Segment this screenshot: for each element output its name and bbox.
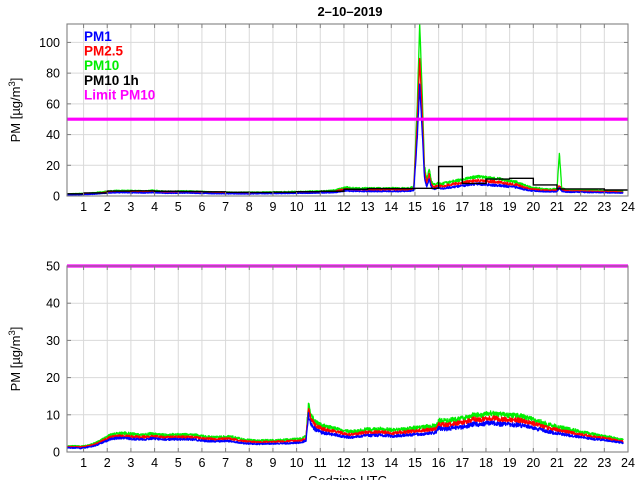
upper-chart-y-axis-title: PM [µg/m3] — [7, 78, 23, 143]
x-tick-label: 8 — [246, 456, 253, 470]
y-tick-label: 0 — [53, 446, 60, 460]
series-line-pm25 — [67, 407, 624, 449]
chart-title: 2–10–2019 — [317, 4, 382, 19]
series-line-pm10 — [67, 402, 624, 448]
x-tick-label: 4 — [151, 200, 158, 214]
series-line-pm1 — [67, 83, 624, 196]
x-tick-label: 23 — [597, 200, 611, 214]
x-tick-label: 23 — [597, 456, 611, 470]
x-tick-label: 5 — [175, 200, 182, 214]
upper-chart: 2–10–2019 1 2 3 4 5 6 7 8 9 10 11 12 13 14 15 16 17 18 19 2… — [7, 4, 635, 214]
legend-entry-pm1: PM1 — [84, 29, 112, 44]
legend-entry-limit-pm10: Limit PM10 — [84, 87, 155, 102]
x-tick-label: 10 — [290, 200, 304, 214]
y-axis-title: PM [µg/m3] — [7, 327, 23, 392]
series-line-pm1 — [67, 412, 624, 450]
y-tick-label: 30 — [46, 334, 60, 348]
lower-chart-tick-labels: 1 2 3 4 5 6 7 8 9 10 11 12 13 14 15 16 17 18 19 20 21 22 23 240… — [46, 260, 635, 471]
x-tick-label: 9 — [269, 456, 276, 470]
y-tick-label: 0 — [53, 190, 60, 204]
x-tick-label: 18 — [479, 456, 493, 470]
x-tick-label: 16 — [432, 200, 446, 214]
y-tick-label: 40 — [46, 297, 60, 311]
x-tick-label: 22 — [574, 200, 588, 214]
x-tick-label: 13 — [361, 456, 375, 470]
x-tick-label: 3 — [127, 456, 134, 470]
upper-chart-data-lines — [67, 24, 628, 196]
x-tick-label: 2 — [104, 456, 111, 470]
x-tick-label: 10 — [290, 456, 304, 470]
legend-entry-pm10-1h: PM10 1h — [84, 73, 139, 88]
lower-chart: 1 2 3 4 5 6 7 8 9 10 11 12 13 14 15 16 17 18 19 20 21 22 23 240… — [7, 260, 635, 480]
upper-chart-tick-labels: 1 2 3 4 5 6 7 8 9 10 11 12 13 14 15 16 17 18 19 20 21 22 23 240… — [39, 36, 635, 214]
x-tick-label: 13 — [361, 200, 375, 214]
upper-chart-frame — [66, 23, 629, 197]
x-tick-label: 6 — [198, 456, 205, 470]
x-tick-label: 21 — [550, 456, 564, 470]
x-tick-label: 11 — [314, 456, 327, 470]
y-tick-label: 50 — [46, 260, 60, 274]
x-tick-label: 1 — [80, 200, 87, 214]
x-tick-label: 14 — [384, 200, 398, 214]
x-tick-label: 14 — [384, 456, 398, 470]
x-tick-label: 7 — [222, 456, 229, 470]
upper-chart-gridlines — [67, 24, 628, 196]
series-step-pm10-1h — [67, 165, 628, 195]
x-tick-label: 9 — [269, 200, 276, 214]
lower-chart-frame — [66, 265, 629, 453]
x-tick-label: 20 — [526, 456, 540, 470]
x-tick-label: 16 — [432, 456, 446, 470]
lower-chart-y-axis-title: PM [µg/m3] — [7, 327, 23, 392]
x-tick-label: 5 — [175, 456, 182, 470]
x-tick-label: 20 — [526, 200, 540, 214]
x-tick-label: 17 — [455, 456, 469, 470]
y-tick-label: 100 — [39, 36, 60, 50]
x-tick-label: 17 — [455, 200, 469, 214]
x-tick-label: 8 — [246, 200, 253, 214]
y-tick-label: 20 — [46, 159, 60, 173]
x-tick-label: 7 — [222, 200, 229, 214]
x-tick-label: 24 — [621, 456, 635, 470]
x-tick-label: 6 — [198, 200, 205, 214]
legend-entry-pm10: PM10 — [84, 58, 119, 73]
x-tick-label: 21 — [550, 200, 564, 214]
x-tick-label: 2 — [104, 200, 111, 214]
x-tick-label: 22 — [574, 456, 588, 470]
x-tick-label: 15 — [408, 456, 422, 470]
y-tick-label: 60 — [46, 97, 60, 111]
y-tick-label: 10 — [46, 408, 60, 422]
x-tick-label: 18 — [479, 200, 493, 214]
lower-chart-x-axis-title: Godzina UTC — [308, 473, 387, 480]
x-tick-label: 3 — [127, 200, 134, 214]
x-tick-label: 15 — [408, 200, 422, 214]
x-tick-label: 11 — [314, 200, 327, 214]
x-tick-label: 1 — [80, 456, 87, 470]
legend-entry-pm2-5: PM2.5 — [84, 44, 124, 59]
y-tick-label: 40 — [46, 128, 60, 142]
x-tick-label: 12 — [337, 456, 351, 470]
x-tick-label: 19 — [503, 456, 517, 470]
x-tick-label: 19 — [503, 200, 517, 214]
x-tick-label: 12 — [337, 200, 351, 214]
y-axis-title: PM [µg/m3] — [7, 78, 23, 143]
lower-chart-data-lines — [67, 402, 624, 450]
x-tick-label: 24 — [621, 200, 635, 214]
y-tick-label: 20 — [46, 371, 60, 385]
x-tick-label: 4 — [151, 456, 158, 470]
y-tick-label: 80 — [46, 67, 60, 81]
x-axis-title: Godzina UTC — [308, 473, 387, 480]
